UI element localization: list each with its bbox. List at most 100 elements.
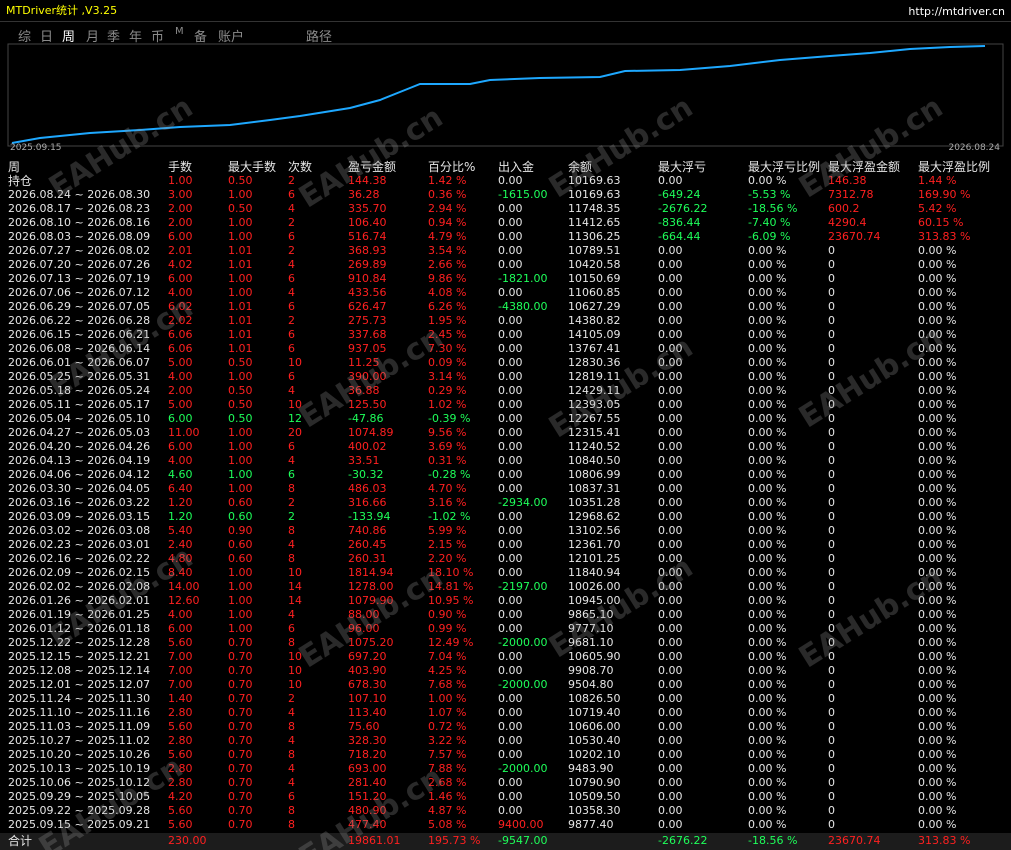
tab[interactable]: 周 bbox=[62, 30, 76, 45]
row-label: 2026.08.03 ~ 2026.08.09 bbox=[8, 230, 151, 243]
cell: 6 bbox=[288, 328, 295, 341]
row-label: 2026.03.02 ~ 2026.03.08 bbox=[8, 524, 151, 537]
cell: -664.44 bbox=[658, 230, 701, 243]
tab[interactable]: M bbox=[175, 26, 184, 37]
cell: 11060.85 bbox=[568, 286, 621, 299]
cell: -5.53 % bbox=[748, 188, 791, 201]
cell: 0.29 % bbox=[428, 384, 467, 397]
cell: 14 bbox=[288, 594, 302, 607]
row-label: 2025.09.29 ~ 2025.10.05 bbox=[8, 790, 151, 803]
cell: 0.00 bbox=[658, 454, 683, 467]
total-cell: 19861.01 bbox=[348, 834, 401, 847]
tab[interactable]: 账户 bbox=[218, 30, 245, 45]
tab[interactable]: 月 bbox=[86, 30, 100, 45]
cell: 0.00 bbox=[498, 566, 523, 579]
cell: 7.57 % bbox=[428, 748, 467, 761]
cell: 4.00 bbox=[168, 454, 193, 467]
cell: 0.00 % bbox=[918, 608, 957, 621]
cell: 2 bbox=[288, 216, 295, 229]
cell: 1.42 % bbox=[428, 174, 467, 187]
cell: 0.00 % bbox=[748, 356, 787, 369]
cell: 0.00 % bbox=[748, 342, 787, 355]
cell: 0.00 % bbox=[918, 594, 957, 607]
cell: 10169.63 bbox=[568, 174, 621, 187]
cell: 0.70 bbox=[228, 734, 253, 747]
cell: 0.00 % bbox=[918, 580, 957, 593]
cell: 0.00 bbox=[498, 342, 523, 355]
cell: 0.00 bbox=[498, 328, 523, 341]
cell: 0.00 bbox=[658, 608, 683, 621]
total-label: 合计 bbox=[8, 834, 33, 848]
cell: 0.00 bbox=[498, 174, 523, 187]
cell: -2000.00 bbox=[498, 678, 548, 691]
cell: 12267.55 bbox=[568, 412, 621, 425]
cell: 10837.31 bbox=[568, 482, 621, 495]
cell: 151.20 bbox=[348, 790, 387, 803]
cell: 8 bbox=[288, 818, 295, 831]
cell: 0.70 bbox=[228, 664, 253, 677]
tab[interactable]: 年 bbox=[129, 30, 143, 45]
cell: 6.00 bbox=[168, 622, 193, 635]
cell: 1.20 bbox=[168, 496, 193, 509]
cell: 60.15 % bbox=[918, 216, 964, 229]
cell: 937.05 bbox=[348, 342, 387, 355]
cell: 335.70 bbox=[348, 202, 387, 215]
cell: 910.84 bbox=[348, 272, 387, 285]
column-header: 最大浮亏 bbox=[658, 160, 707, 174]
tab[interactable]: 币 bbox=[151, 30, 165, 45]
cell: 8 bbox=[288, 804, 295, 817]
cell: 3.54 % bbox=[428, 244, 467, 257]
cell: 0 bbox=[828, 818, 835, 831]
cell: 0.00 % bbox=[918, 706, 957, 719]
cell: 6 bbox=[288, 468, 295, 481]
cell: 0 bbox=[828, 370, 835, 383]
cell: 10351.28 bbox=[568, 496, 621, 509]
cell: 0.00 % bbox=[748, 412, 787, 425]
cell: 433.56 bbox=[348, 286, 387, 299]
cell: 7.88 % bbox=[428, 762, 467, 775]
cell: 328.30 bbox=[348, 734, 387, 747]
cell: 0 bbox=[828, 468, 835, 481]
tab[interactable]: 日 bbox=[40, 30, 54, 45]
row-label: 2026.06.22 ~ 2026.06.28 bbox=[8, 314, 151, 327]
cell: 10150.69 bbox=[568, 272, 621, 285]
cell: 403.90 bbox=[348, 664, 387, 677]
cell: 10.95 % bbox=[428, 594, 474, 607]
cell: 6 bbox=[288, 272, 295, 285]
cell: 1.95 % bbox=[428, 314, 467, 327]
cell: 10840.50 bbox=[568, 454, 621, 467]
cell: 0.70 bbox=[228, 706, 253, 719]
cell: 0.00 % bbox=[748, 482, 787, 495]
url[interactable]: http://mtdriver.cn bbox=[908, 5, 1005, 18]
row-label: 2026.03.09 ~ 2026.03.15 bbox=[8, 510, 151, 523]
cell: 0 bbox=[828, 300, 835, 313]
cell: 1.00 bbox=[228, 440, 253, 453]
cell: 0.00 % bbox=[748, 664, 787, 677]
chart-start-label: 2025.09.15 bbox=[10, 143, 62, 153]
cell: 1.00 bbox=[228, 608, 253, 621]
cell: 0.00 bbox=[498, 412, 523, 425]
tab[interactable]: 备 bbox=[194, 30, 208, 45]
tab[interactable]: 综 bbox=[18, 30, 32, 45]
cell: 10 bbox=[288, 678, 302, 691]
cell: 0 bbox=[828, 258, 835, 271]
row-label: 2026.01.12 ~ 2026.01.18 bbox=[8, 622, 151, 635]
cell: 2.00 bbox=[168, 384, 193, 397]
cell: 0.50 bbox=[228, 174, 253, 187]
cell: 0.00 bbox=[498, 314, 523, 327]
column-header: 最大手数 bbox=[228, 160, 277, 174]
cell: 113.40 bbox=[348, 706, 387, 719]
cell: 3.16 % bbox=[428, 496, 467, 509]
cell: 0.00 bbox=[658, 706, 683, 719]
cell: 0 bbox=[828, 636, 835, 649]
cell: 0.00 bbox=[658, 566, 683, 579]
cell: -1.02 % bbox=[428, 510, 471, 523]
cell: -133.94 bbox=[348, 510, 391, 523]
cell: 0.00 % bbox=[748, 328, 787, 341]
cell: 5.00 bbox=[168, 356, 193, 369]
cell: 0.00 % bbox=[748, 426, 787, 439]
cell: 0.70 bbox=[228, 748, 253, 761]
tab[interactable]: 路径 bbox=[306, 30, 333, 45]
tab[interactable]: 季 bbox=[107, 30, 121, 45]
cell: 10420.58 bbox=[568, 258, 621, 271]
